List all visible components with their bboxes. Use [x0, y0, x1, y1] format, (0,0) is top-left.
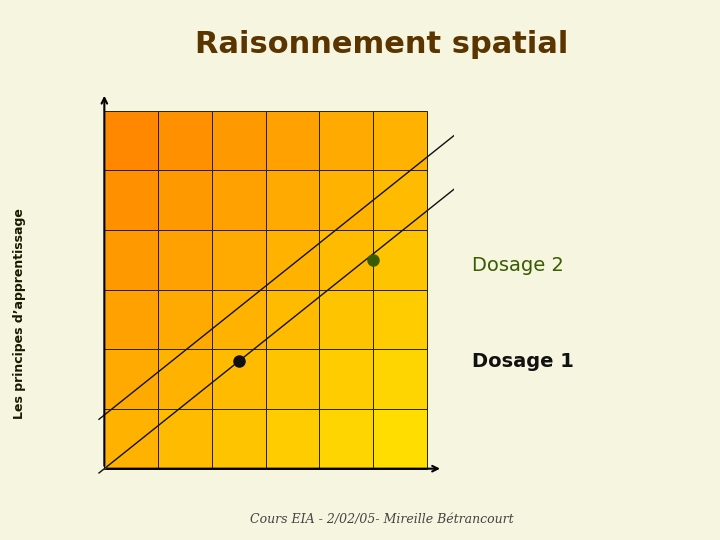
Bar — [158, 171, 212, 230]
Bar — [158, 290, 212, 349]
Bar — [158, 111, 212, 171]
Bar — [266, 171, 319, 230]
Bar — [158, 230, 212, 290]
Bar — [158, 349, 212, 409]
Bar — [104, 111, 158, 171]
Text: Les principes d’apprentissage: Les principes d’apprentissage — [13, 208, 26, 418]
Bar — [266, 349, 319, 409]
Bar — [373, 230, 427, 290]
Bar — [319, 409, 373, 469]
Bar — [373, 290, 427, 349]
Bar — [104, 290, 158, 349]
Bar — [104, 230, 158, 290]
Bar — [266, 111, 319, 171]
Bar — [373, 409, 427, 469]
Bar — [266, 230, 319, 290]
Bar — [319, 230, 373, 290]
Bar — [212, 349, 266, 409]
Bar — [319, 349, 373, 409]
Bar — [319, 290, 373, 349]
Text: Dosage 2: Dosage 2 — [472, 256, 564, 275]
Bar — [319, 111, 373, 171]
Bar — [373, 349, 427, 409]
Bar — [212, 111, 266, 171]
Bar — [319, 171, 373, 230]
Text: Raisonnement spatial: Raisonnement spatial — [195, 30, 568, 59]
Bar — [212, 171, 266, 230]
Bar — [158, 409, 212, 469]
Bar — [266, 409, 319, 469]
Bar — [212, 409, 266, 469]
Bar — [212, 290, 266, 349]
Bar — [266, 290, 319, 349]
Bar — [104, 171, 158, 230]
Bar — [104, 409, 158, 469]
Text: Dosage 1: Dosage 1 — [472, 352, 573, 372]
Bar — [373, 171, 427, 230]
Bar — [104, 349, 158, 409]
Bar — [212, 230, 266, 290]
Bar — [373, 111, 427, 171]
Text: Cours EIA - 2/02/05- Mireille Bétrancourt: Cours EIA - 2/02/05- Mireille Bétrancour… — [250, 514, 513, 526]
